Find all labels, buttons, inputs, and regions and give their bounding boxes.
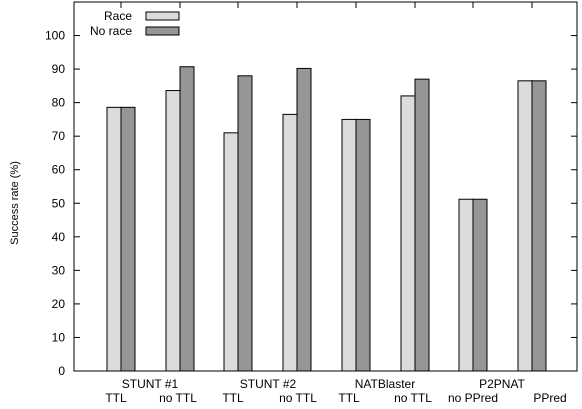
y-tick-label: 20 <box>52 297 66 311</box>
group-label: STUNT #1 <box>122 377 179 391</box>
bar-no-race-2 <box>237 75 253 372</box>
legend-swatch-1 <box>145 26 180 36</box>
y-tick-label: 30 <box>52 263 66 277</box>
y-tick-label: 0 <box>58 364 65 378</box>
plot-frame <box>73 1 578 372</box>
bar-race-4 <box>341 118 357 372</box>
bar-race-5 <box>400 95 416 372</box>
sub-label: TTL <box>338 391 360 405</box>
sub-label: TTL <box>105 391 127 405</box>
group-label: P2PNAT <box>479 377 525 391</box>
y-tick-label: 40 <box>52 230 66 244</box>
plot-area: 0 10 20 30 40 50 60 70 80 90 100 STUNT #1 STUNT #2 NA… <box>45 1 578 405</box>
bar-race-3 <box>282 113 298 372</box>
y-tick-label: 80 <box>52 96 66 110</box>
legend-label: Race <box>104 9 132 23</box>
legend-swatch-0 <box>145 11 180 21</box>
bar-race-1 <box>165 90 181 372</box>
bar-no-race-3 <box>296 67 312 372</box>
group-label: NATBlaster <box>355 377 415 391</box>
bar-race-0 <box>106 106 122 372</box>
bar-no-race-6 <box>472 198 488 372</box>
sub-label: PPred <box>533 391 566 405</box>
sub-label: no PPred <box>448 391 498 405</box>
legend-label: No race <box>90 24 132 38</box>
sub-label: no TTL <box>279 391 317 405</box>
sub-label: no TTL <box>159 391 197 405</box>
group-label: STUNT #2 <box>240 377 297 391</box>
bar-no-race-4 <box>355 118 371 372</box>
bar-no-race-1 <box>179 66 195 372</box>
sub-label: TTL <box>222 391 244 405</box>
y-tick-label: 70 <box>52 129 66 143</box>
bar-no-race-0 <box>120 106 136 372</box>
y-tick-label: 60 <box>52 163 66 177</box>
y-tick-label: 90 <box>52 62 66 76</box>
y-tick-label: 10 <box>52 330 66 344</box>
bar-race-6 <box>458 198 474 372</box>
bar-no-race-7 <box>531 80 547 372</box>
bar-race-2 <box>223 132 239 372</box>
bar-no-race-5 <box>414 78 430 372</box>
y-axis-label: Success rate (%) <box>9 161 21 245</box>
bar-race-7 <box>517 80 533 372</box>
sub-label: no TTL <box>394 391 432 405</box>
y-tick-label: 50 <box>52 196 66 210</box>
y-tick-label: 100 <box>45 29 65 43</box>
